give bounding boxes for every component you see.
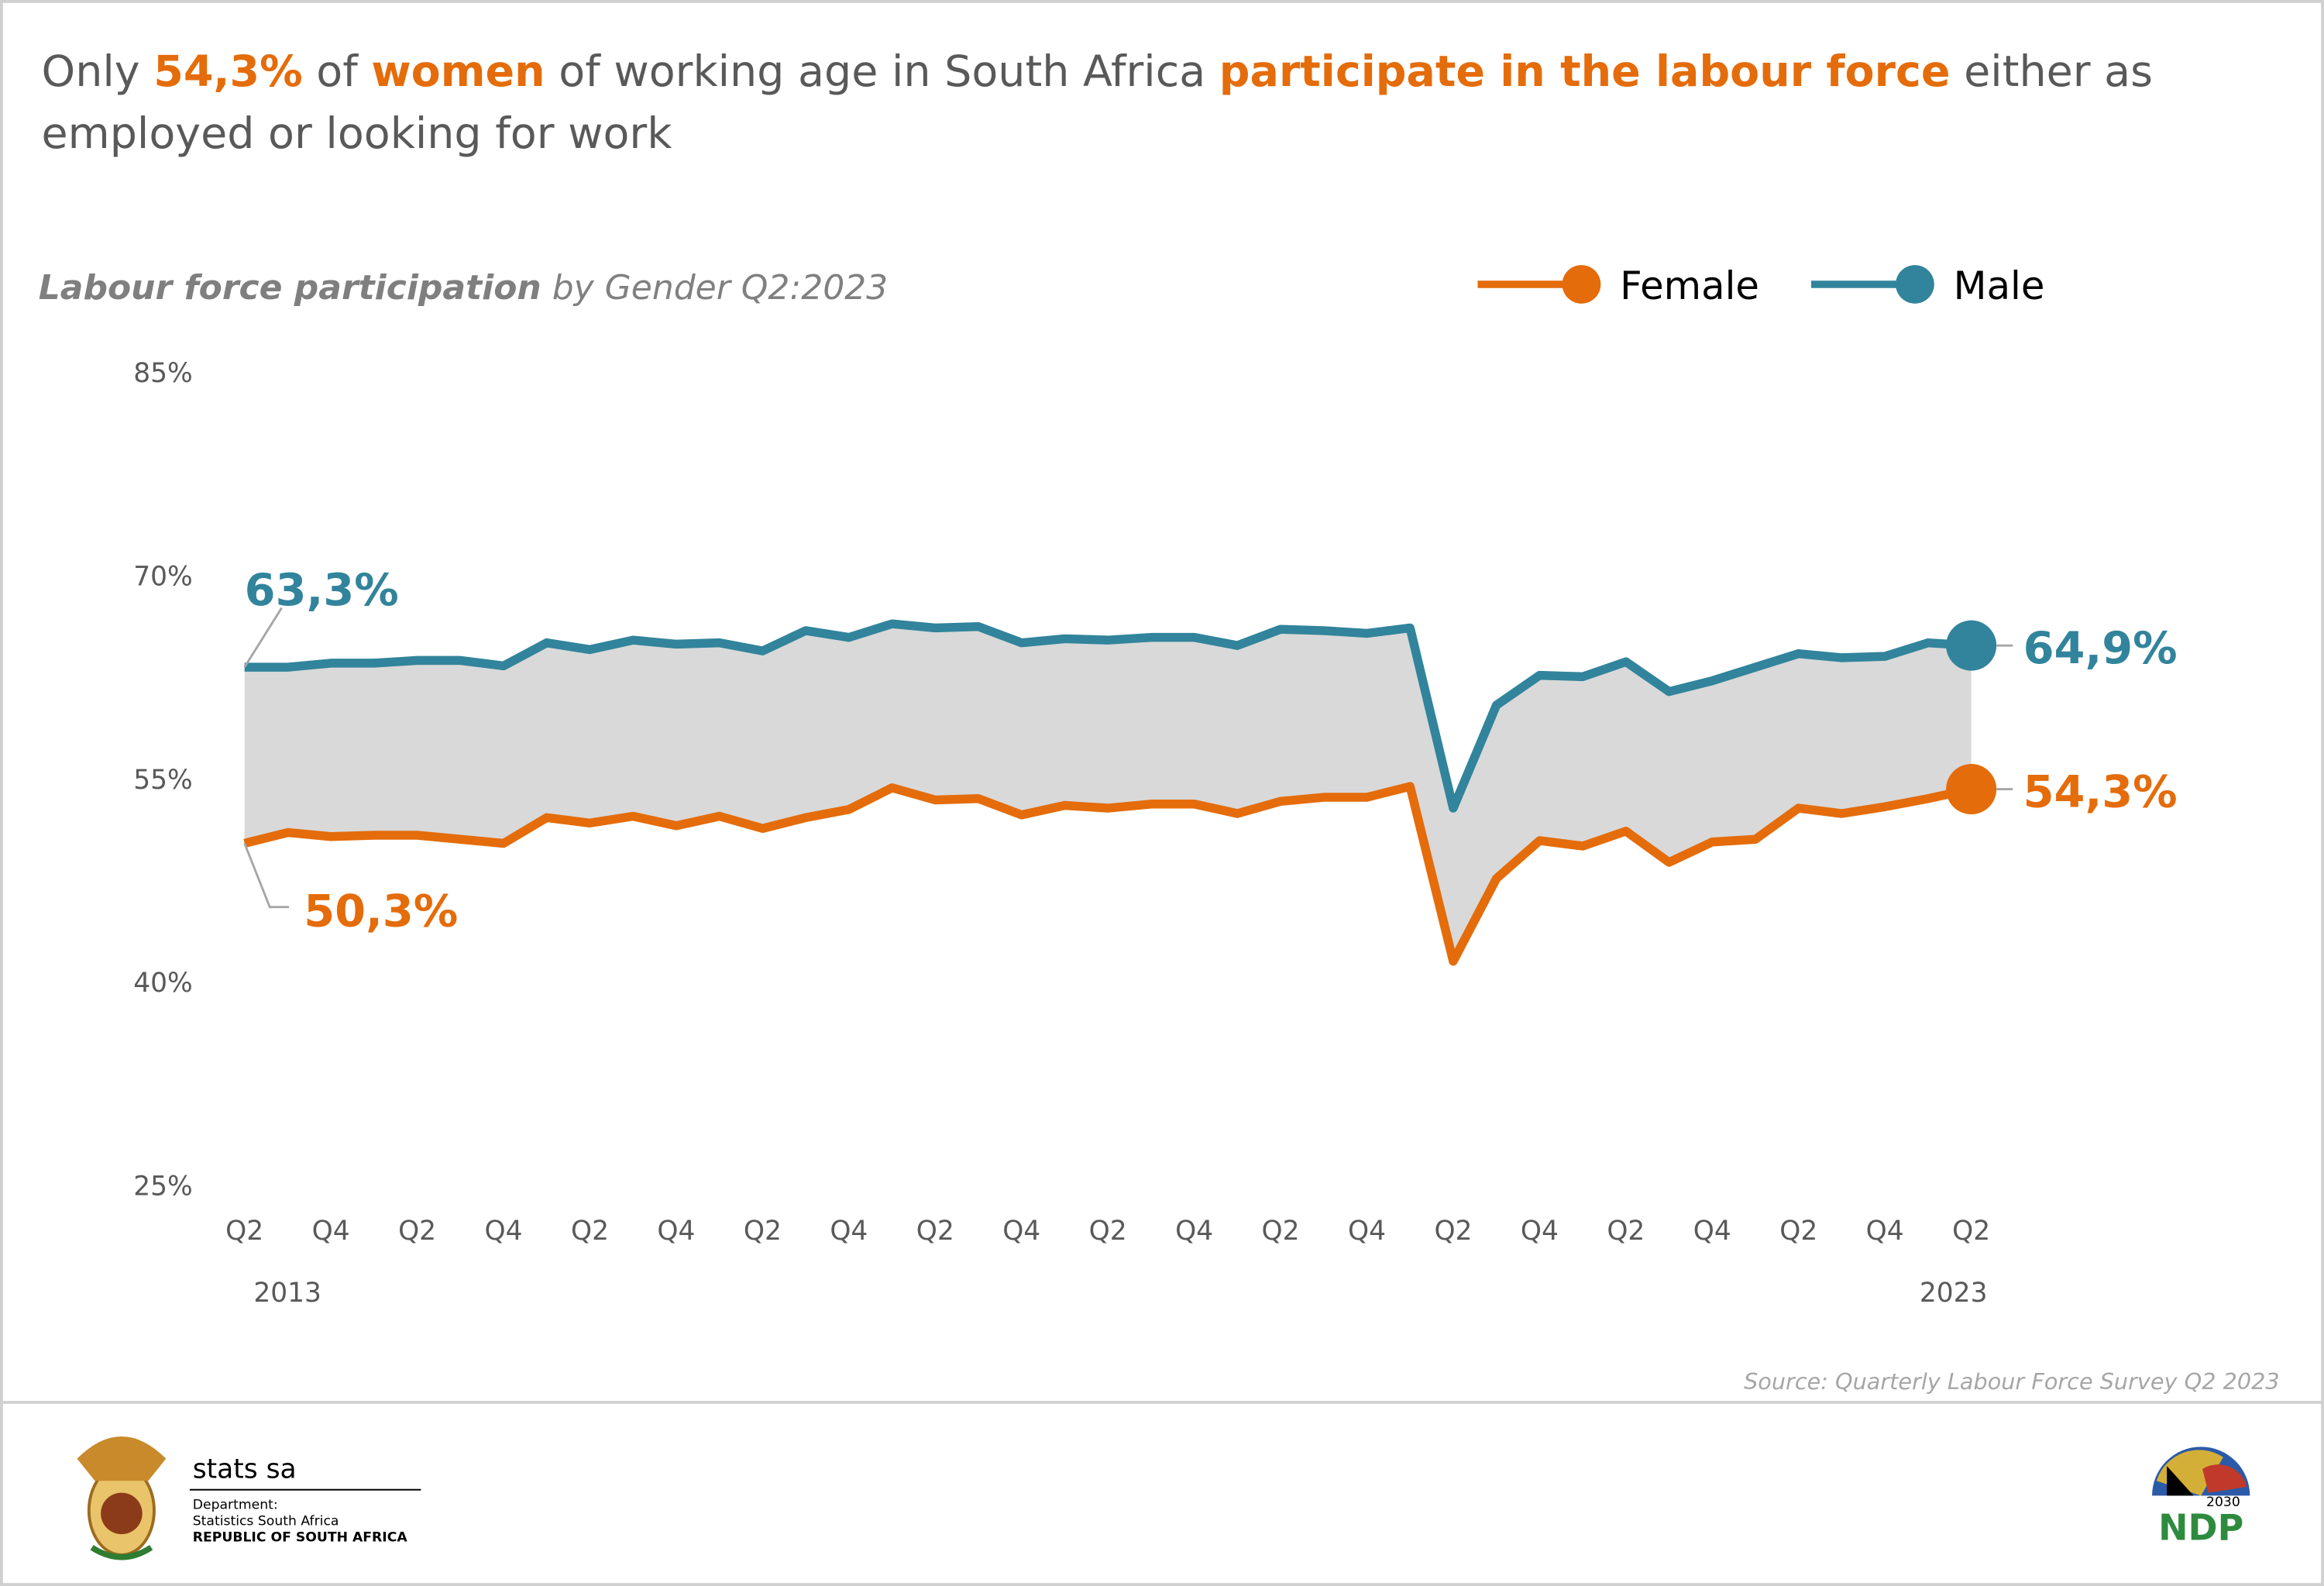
stats-sa-logo — [77, 1436, 167, 1560]
chart-title: employed or looking for work — [42, 109, 672, 159]
chart-title: Only 54,3% of women of working age in So… — [42, 47, 2153, 97]
title-segment: Only — [42, 47, 154, 97]
x-tick-label: Q2 — [1607, 1216, 1645, 1247]
x-year-label: 2013 — [253, 1278, 321, 1309]
x-tick-label: Q4 — [1693, 1216, 1731, 1247]
x-tick-label: Q4 — [485, 1216, 523, 1247]
ndp-year: 2030 — [2206, 1495, 2240, 1510]
x-year-label: 2023 — [1920, 1278, 1988, 1309]
x-tick-label: Q4 — [1348, 1216, 1386, 1247]
legend-label: Female — [1620, 263, 1759, 308]
subtitle-segment: by Gender Q2:2023 — [541, 268, 888, 308]
title-segment: of — [303, 47, 372, 97]
series-line — [243, 782, 1972, 966]
leader-line — [243, 842, 290, 909]
title-segment: either as — [1951, 47, 2154, 97]
x-tick-label: Q4 — [1866, 1216, 1904, 1247]
x-tick-label: Q4 — [312, 1216, 350, 1247]
x-tick-label: Q2 — [1262, 1216, 1300, 1247]
x-tick-label: Q4 — [830, 1216, 868, 1247]
x-tick-label: Q2 — [571, 1216, 609, 1247]
gap-band — [244, 624, 1972, 962]
leader-line — [243, 607, 283, 668]
y-tick-label: 55% — [133, 765, 193, 796]
y-tick-label: 40% — [133, 968, 193, 999]
subtitle-segment: Labour force participation — [39, 268, 541, 308]
x-tick-label: Q4 — [657, 1216, 695, 1247]
legend-label: Male — [1954, 263, 2045, 308]
x-tick-label: Q2 — [744, 1216, 782, 1247]
y-tick-label: 70% — [133, 561, 193, 592]
x-tick-label: Q2 — [1779, 1216, 1817, 1247]
data-label: 63,3% — [245, 564, 399, 616]
y-tick-label: 25% — [133, 1171, 193, 1202]
x-tick-label: Q2 — [1434, 1216, 1472, 1247]
title-segment: participate in the labour force — [1219, 47, 1951, 97]
series-line — [244, 619, 1972, 813]
country: REPUBLIC OF SOUTH AFRICA — [193, 1530, 408, 1546]
legend-marker — [1896, 265, 1934, 304]
title-segment: employed or looking for work — [42, 109, 672, 159]
x-tick-label: Q2 — [916, 1216, 954, 1247]
title-segment: women — [371, 47, 545, 97]
agency: Statistics South Africa — [193, 1514, 339, 1529]
ndp: NDP — [2158, 1507, 2243, 1549]
title-segment: of working age in South Africa — [545, 47, 1219, 97]
title-segment: 54,3% — [153, 47, 302, 97]
brand: stats sa — [193, 1454, 297, 1485]
data-label: 50,3% — [304, 886, 458, 937]
x-tick-label: Q4 — [1002, 1216, 1040, 1247]
data-label: 64,9% — [2023, 622, 2178, 674]
end-marker — [1946, 620, 1997, 671]
x-tick-label: Q4 — [1175, 1216, 1213, 1247]
end-marker — [1946, 764, 1997, 815]
x-tick-label: Q4 — [1521, 1216, 1559, 1247]
x-tick-label: Q2 — [225, 1216, 263, 1247]
y-tick-label: 85% — [133, 358, 193, 389]
x-tick-label: Q2 — [1952, 1216, 1990, 1247]
source: Source: Quarterly Labour Force Survey Q2… — [1744, 1368, 2279, 1395]
ndp-logo — [2152, 1447, 2250, 1496]
x-tick-label: Q2 — [1089, 1216, 1127, 1247]
data-label: 54,3% — [2023, 766, 2178, 818]
x-tick-label: Q2 — [398, 1216, 436, 1247]
legend-marker — [1562, 265, 1601, 304]
subtitle: Labour force participation by Gender Q2:… — [39, 268, 888, 308]
department: Department: — [193, 1498, 278, 1513]
